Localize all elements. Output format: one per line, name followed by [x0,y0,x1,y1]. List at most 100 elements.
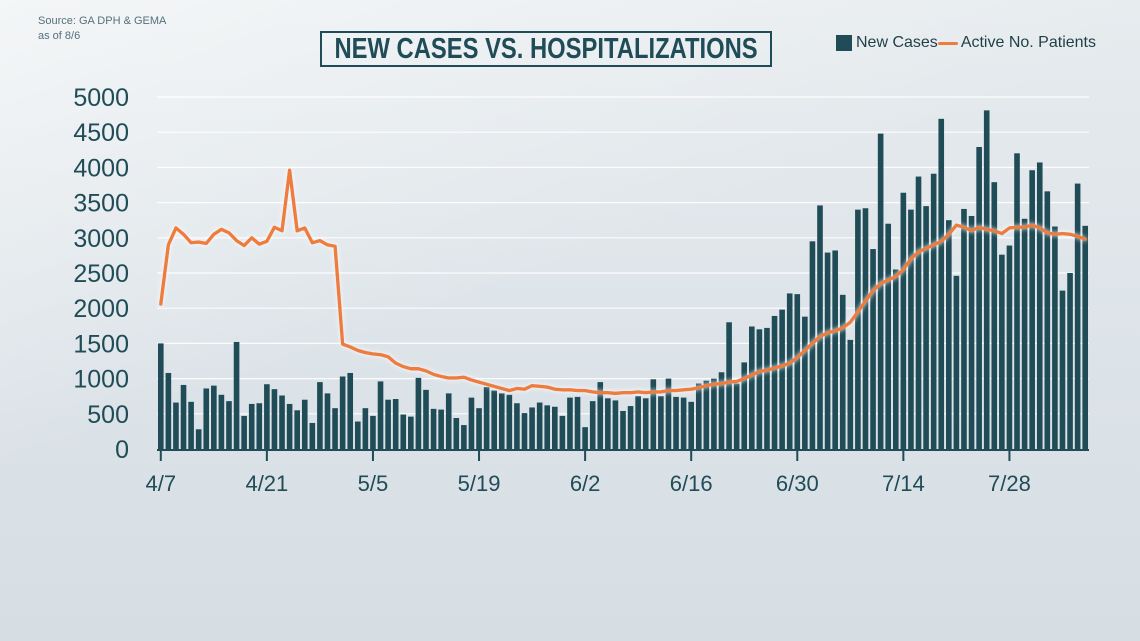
bar-new-cases [802,316,808,449]
bar-new-cases [347,372,354,449]
bar-new-cases [157,343,164,449]
bar-new-cases [612,400,619,449]
bar-new-cases [1014,153,1020,449]
bar-new-cases [362,408,369,449]
bar-new-cases [552,406,558,449]
chart-title: NEW CASES VS. HOSPITALIZATIONS [334,32,758,65]
bar-new-cases [317,382,323,449]
bar-new-cases [885,223,892,449]
bar-new-cases [226,401,232,449]
bar-new-cases [529,407,535,449]
bar-new-cases [453,418,460,449]
bar-new-cases [332,408,338,449]
bar-new-cases [582,427,588,449]
bar-new-cases [680,397,687,449]
bar-new-cases [173,402,179,449]
bar-new-cases [923,206,929,449]
bar-new-cases [1006,245,1013,449]
bar-new-cases [839,294,846,449]
bar-new-cases [294,410,300,449]
bar-new-cases [476,408,482,449]
bar-new-cases [597,382,604,449]
y-tick-label: 0 [115,436,129,464]
bar-new-cases [1021,218,1028,449]
bar-new-cases [938,118,945,449]
bar-new-cases [1036,162,1043,449]
bar-new-cases [301,399,308,449]
bar-new-cases [370,415,376,449]
y-tick-label: 3500 [73,190,129,218]
bar-new-cases [726,322,732,449]
bar-new-cases [354,421,361,449]
bar-new-cases [1067,273,1073,449]
bar-new-cases [786,293,793,449]
bar-new-cases [385,399,391,449]
bar-new-cases [733,383,740,449]
bar-new-cases [642,398,649,449]
y-tick-labels: 0 500 1000 1500 2000 2500 3000 3500 4000 4500 5000 [73,84,129,464]
bar-new-cases [233,341,240,449]
bar-new-cases [536,402,543,449]
bar-new-cases [703,380,710,449]
bar-new-cases [248,403,255,449]
bar-new-cases [832,250,838,449]
bar-new-cases [673,396,679,449]
x-tick-label: 6/30 [776,471,819,496]
bar-new-cases [1074,183,1081,449]
bar-new-cases [377,381,384,449]
bar-new-cases [847,339,854,449]
line-active-patients [159,168,1087,396]
bar-new-cases [211,385,217,449]
bar-new-cases [506,394,513,449]
bar-swatch-icon [836,35,852,51]
x-tick-label: 7/14 [882,471,925,496]
bar-new-cases [961,208,967,449]
bar-new-cases [930,173,937,450]
x-tick-label: 4/21 [245,471,288,496]
bar-new-cases [855,209,861,449]
bar-new-cases [461,425,467,449]
bar-new-cases [627,406,634,449]
bar-new-cases [218,394,225,449]
legend-label-active-patients: Active No. Patients [960,34,1096,51]
bar-new-cases [339,376,346,449]
bar-new-cases [946,220,952,449]
bar-new-cases [279,395,285,449]
bar-new-cases [430,408,437,449]
as-of-line: as of 8/6 [38,30,81,42]
bar-new-cases [688,401,694,449]
bar-new-cases [188,401,194,449]
bar-new-cases [271,389,278,449]
bar-new-cases [756,329,763,449]
y-tick-label: 3000 [73,225,129,253]
y-tick-label: 2000 [73,295,129,323]
bar-new-cases [711,378,717,449]
legend-item-new-cases: New Cases [836,34,938,52]
y-tick-label: 2500 [73,260,129,288]
bar-new-cases [892,269,899,449]
bar-new-cases [968,215,975,449]
bar-new-cases [567,397,573,449]
y-tick-label: 5000 [73,84,129,112]
bar-new-cases [718,372,725,449]
bar-new-cases [408,416,414,449]
bar-new-cases [256,403,263,449]
bar-new-cases [589,401,596,449]
bar-new-cases [203,388,210,449]
bar-new-cases [635,396,641,449]
bar-new-cases [491,390,497,449]
x-tick-label: 4/7 [145,471,176,496]
bar-new-cases [749,326,755,449]
x-tick-label: 5/5 [358,471,389,496]
bar-new-cases [665,378,672,449]
x-tick-labels: 4/7 4/21 5/5 5/19 6/2 6/16 6/30 7/14 7/28 [145,471,1030,496]
bar-new-cases [862,208,869,449]
bar-new-cases [400,414,407,449]
bar-new-cases [559,415,566,449]
bar-new-cases [521,413,528,449]
bar-new-cases [415,377,422,449]
y-tick-label: 1000 [73,366,129,394]
bar-new-cases [544,405,551,449]
